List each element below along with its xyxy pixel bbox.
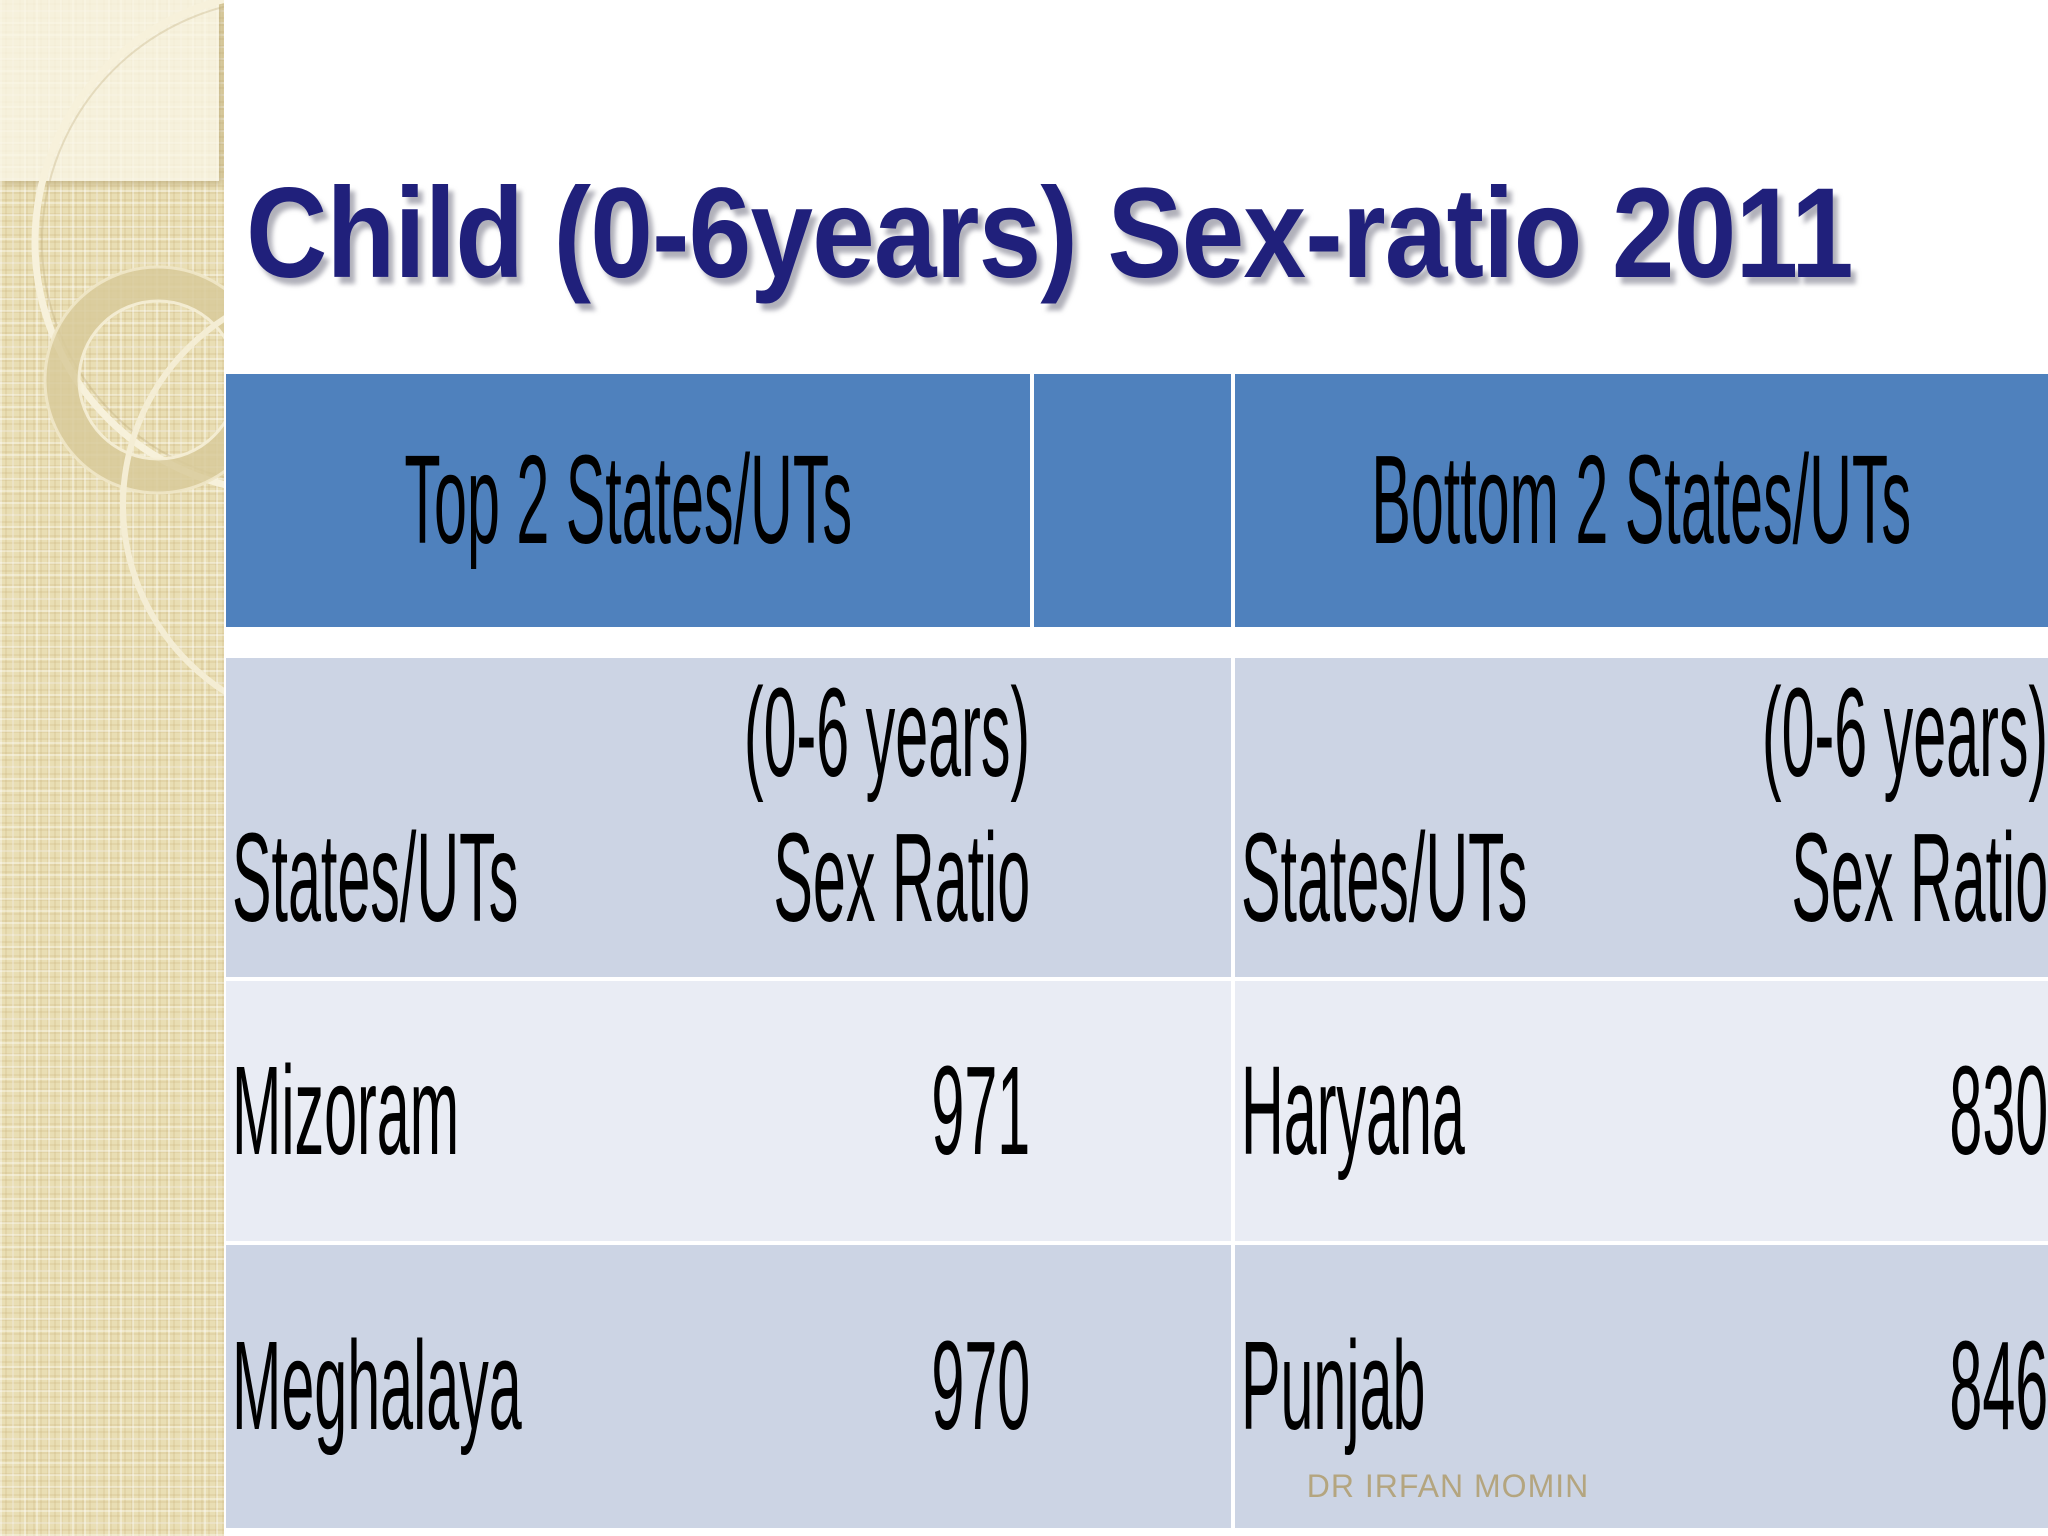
state-name: Haryana [1241,1039,1465,1181]
header-label-top: Top 2 States/UTs [404,429,852,571]
header-cell-gap [1034,374,1231,627]
col-label-ratio: (0-6 years) Sex Ratio [743,662,1030,949]
cell-gap [1034,1245,1231,1528]
author-watermark: DR IRFAN MOMIN [1306,1468,1590,1504]
col-label-states: States/UTs [232,807,519,949]
ratio-value: 846 [1949,1315,2048,1457]
col-label-states: States/UTs [1241,807,1528,949]
cell-state: Punjab [1235,1245,1709,1528]
ring-inner-edge [77,299,224,461]
table-subheader-row: States/UTs (0-6 years) Sex Ratio States/U… [226,658,2048,977]
table-row: Mizoram 971 Haryana 830 [226,981,2048,1241]
thin-circle-outline-top [31,0,224,488]
header-divider [226,627,2048,658]
cell-state: Haryana [1235,981,1709,1241]
thin-circle-shadow-top [41,5,224,479]
cell-state: Mizoram [226,981,664,1241]
subheader-cell-ratio-left: (0-6 years) Sex Ratio [662,658,1044,977]
cell-ratio: 970 [662,1245,1044,1528]
state-name: Mizoram [232,1039,460,1181]
header-cell-bottom-states: Bottom 2 States/UTs [1235,374,2048,627]
state-name: Meghalaya [232,1315,522,1457]
cell-state: Meghalaya [226,1245,664,1528]
subheader-cell-ratio-right: (0-6 years) Sex Ratio [1707,658,2048,977]
ratio-value: 971 [931,1039,1030,1181]
sidebar-decoration [0,0,224,1536]
col-label-ratio: (0-6 years) Sex Ratio [1761,662,2048,949]
header-label-bottom: Bottom 2 States/UTs [1371,429,1912,571]
header-cell-top-states: Top 2 States/UTs [226,374,1030,627]
sidebar-highlight-rect [0,0,219,181]
subheader-cell-gap [1034,658,1231,977]
cell-ratio: 846 [1707,1245,2048,1528]
cell-gap [1034,981,1231,1241]
thin-circle-outline-bottom [120,315,224,695]
subheader-cell-states-right: States/UTs [1235,658,1709,977]
cell-ratio: 971 [662,981,1044,1241]
subheader-cell-states-left: States/UTs [226,658,664,977]
row-divider [226,977,2048,981]
cell-ratio: 830 [1707,981,2048,1241]
ratio-value: 830 [1949,1039,2048,1181]
table-row: Meghalaya 970 Punjab 846 [226,1245,2048,1528]
table-header-row: Top 2 States/UTs Bottom 2 States/UTs [226,374,2048,627]
row-divider [226,1241,2048,1245]
ring-shape [45,267,224,493]
page-title: Child (0-6years) Sex-ratio 2011 [246,162,1854,305]
sex-ratio-table: Top 2 States/UTs Bottom 2 States/UTs Sta… [226,374,2048,1528]
state-name: Punjab [1241,1315,1426,1457]
ratio-value: 970 [931,1315,1030,1457]
ring-outer-edge [43,265,224,495]
sidebar-circles-graphic [31,0,224,695]
